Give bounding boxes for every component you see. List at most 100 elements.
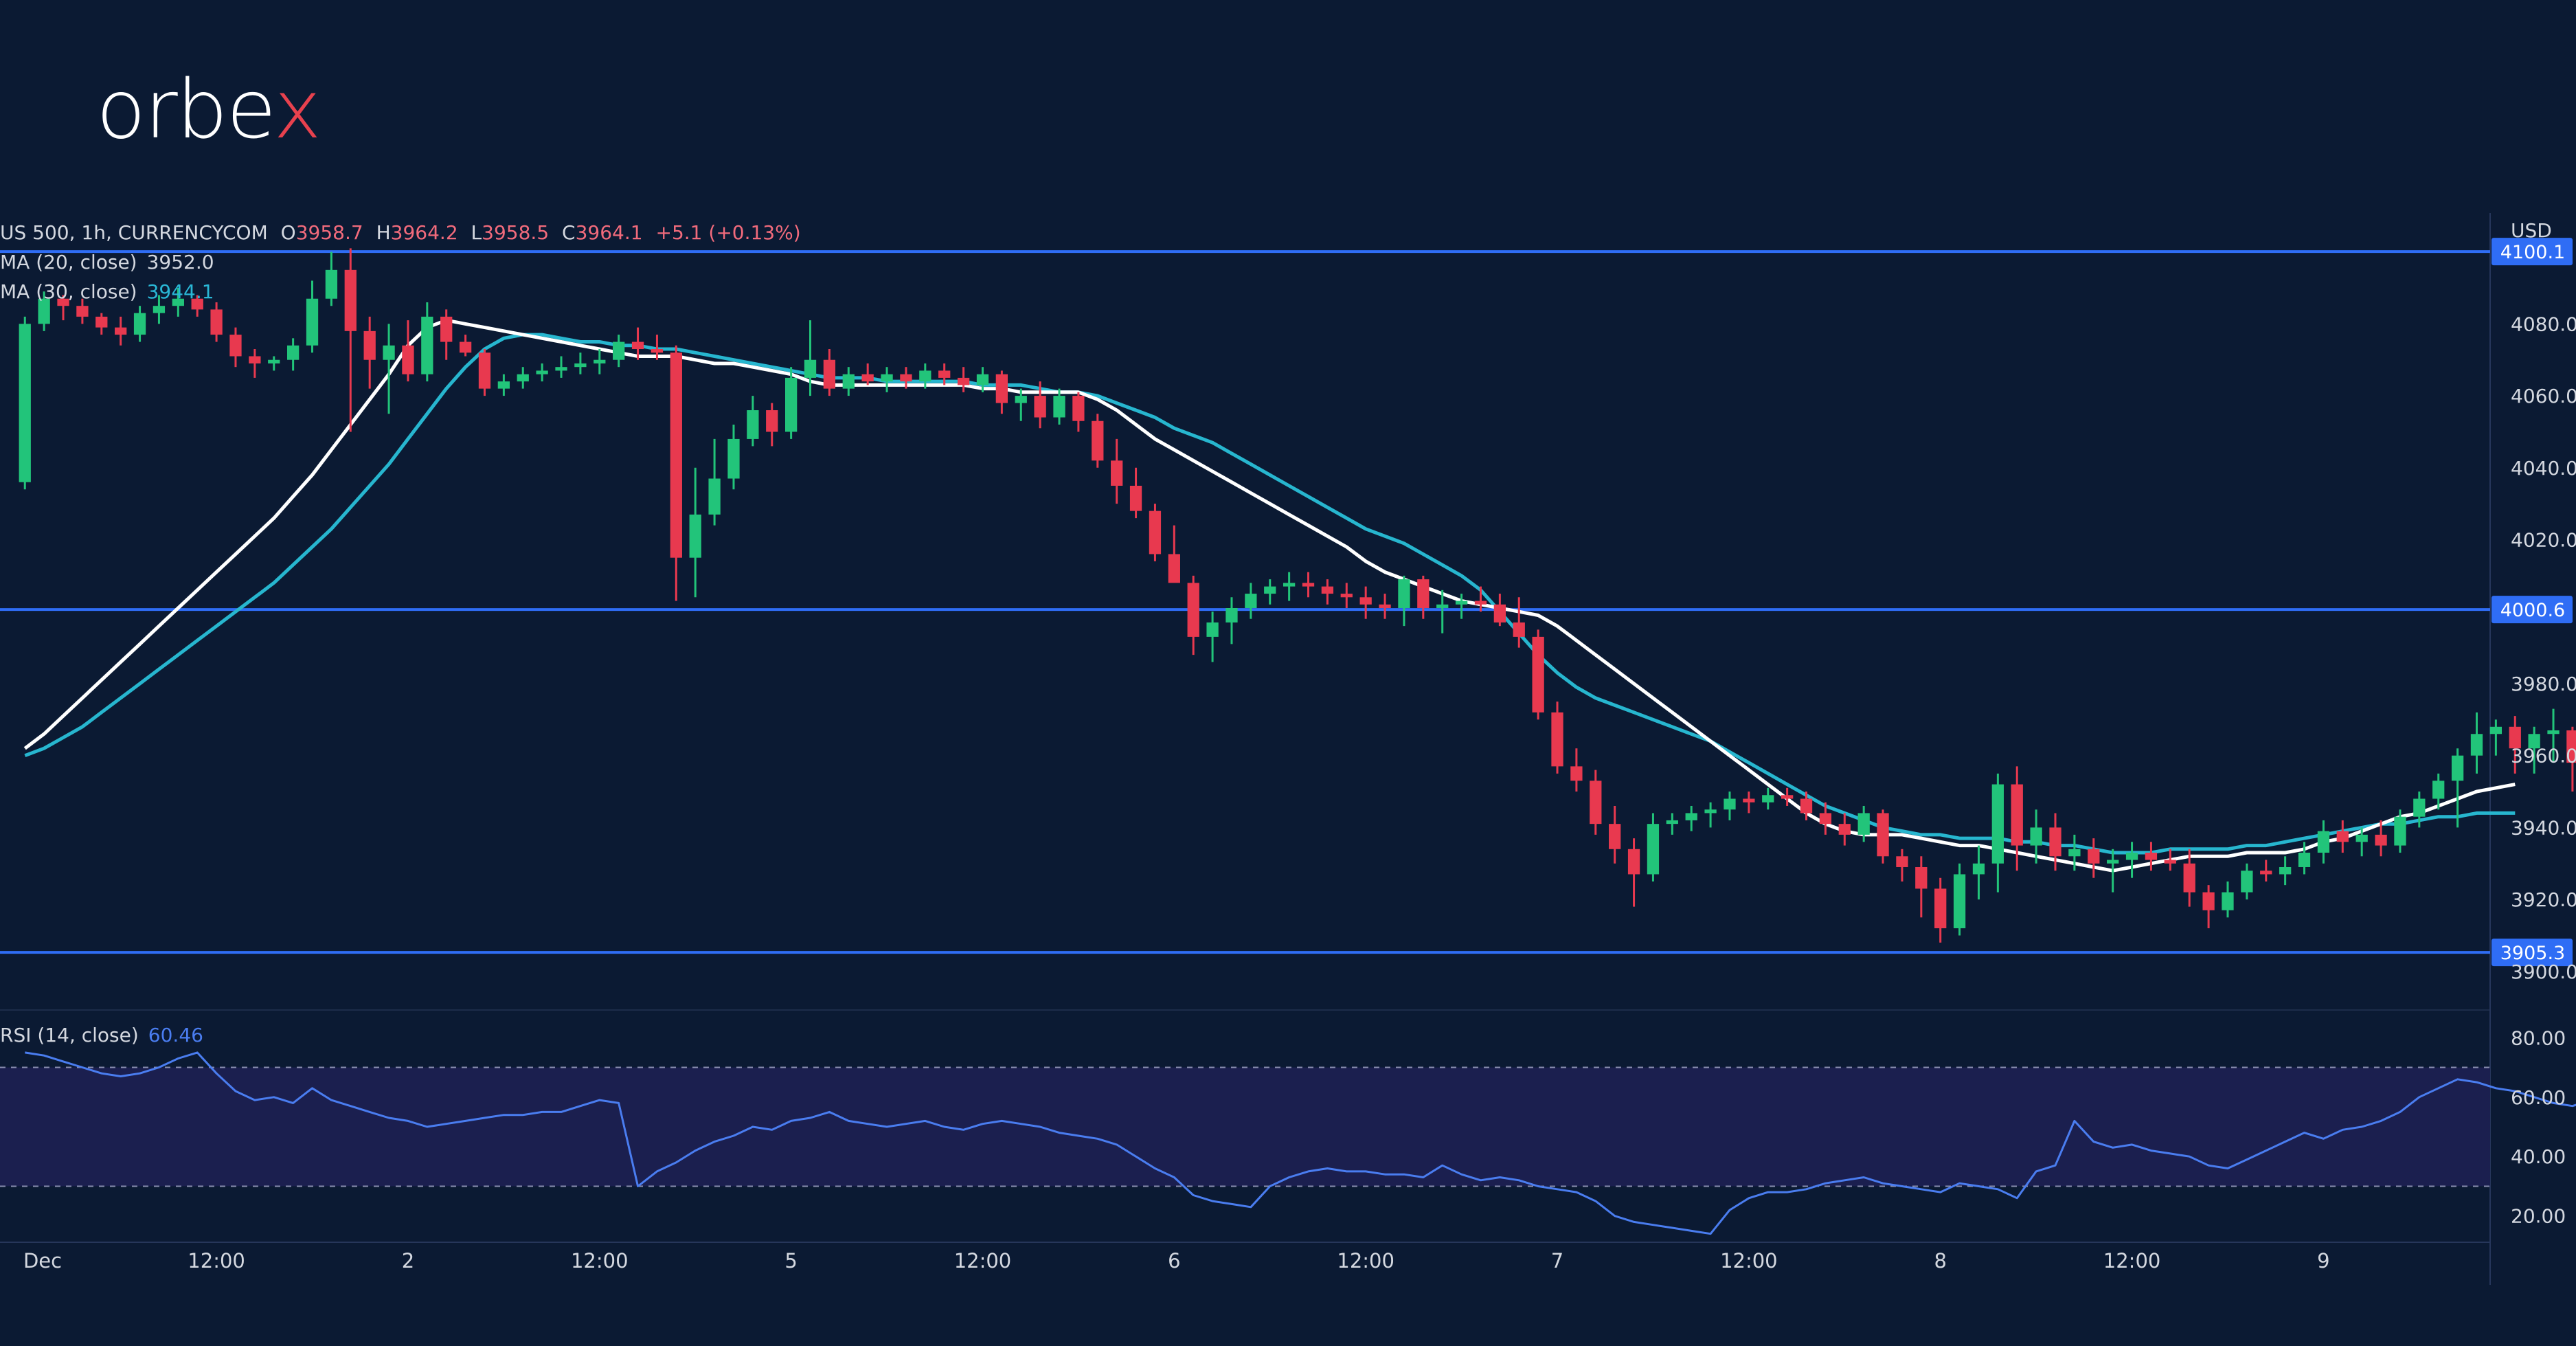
ma20-legend[interactable]: MA (20, close) 3952.0 xyxy=(0,251,214,273)
candle-body xyxy=(1092,420,1104,461)
candle-body xyxy=(2432,781,2445,799)
candle-body xyxy=(2375,834,2387,846)
candle-body xyxy=(670,352,682,558)
candle-body xyxy=(478,352,491,389)
candle-body xyxy=(2145,853,2158,860)
candle-body xyxy=(861,374,874,382)
rsi-legend[interactable]: RSI (14, close) 60.46 xyxy=(0,1024,203,1046)
candle xyxy=(1034,381,1046,429)
candle xyxy=(957,367,970,392)
open-value: 3958.7 xyxy=(295,221,363,244)
candle xyxy=(1245,583,1257,619)
candle-body xyxy=(1129,485,1142,511)
ma30-legend[interactable]: MA (30, close) 3944.1 xyxy=(0,280,214,303)
candle-body xyxy=(210,309,223,335)
candle xyxy=(1398,575,1410,627)
rsi-band xyxy=(0,1067,2490,1187)
candle xyxy=(1991,773,2004,893)
candle xyxy=(689,467,701,598)
candle-body xyxy=(2107,860,2119,864)
candle xyxy=(747,396,759,447)
candle-body xyxy=(2260,871,2272,875)
candle xyxy=(1015,388,1027,421)
level-tag xyxy=(2492,596,2573,624)
candle xyxy=(842,367,855,396)
candle xyxy=(1838,813,1851,846)
candle xyxy=(900,367,912,389)
candle xyxy=(1972,845,1985,900)
candle xyxy=(2355,827,2368,857)
candle-body xyxy=(191,298,203,310)
candle-body xyxy=(804,359,817,378)
candle xyxy=(613,335,625,368)
candle xyxy=(1532,629,1544,720)
candle xyxy=(459,335,472,357)
time-tick-label: 2 xyxy=(402,1249,414,1272)
rsi-line xyxy=(25,1051,2576,1235)
candle-body xyxy=(133,313,146,335)
candle xyxy=(2375,820,2387,857)
candle-body xyxy=(2068,849,2081,857)
candle xyxy=(574,352,587,374)
candle xyxy=(2451,748,2464,828)
rsi-tick-label: 60.00 xyxy=(2511,1086,2566,1109)
candle-body xyxy=(1972,863,1985,875)
candle xyxy=(2394,809,2406,853)
candle-body xyxy=(1149,511,1162,554)
candle-body xyxy=(38,298,50,324)
change-value: +5.1 (+0.13%) xyxy=(655,221,801,244)
candle-body xyxy=(1896,856,1908,867)
candle xyxy=(210,302,223,342)
candle xyxy=(1647,813,1660,882)
candle xyxy=(286,338,300,371)
candle-body xyxy=(2298,853,2311,867)
candle xyxy=(1781,787,1794,806)
candle xyxy=(1896,849,1908,882)
candle-body xyxy=(1034,396,1046,418)
candle-body xyxy=(2413,798,2426,817)
candle xyxy=(2566,726,2576,792)
candle xyxy=(344,248,357,432)
candle xyxy=(823,349,836,396)
candle-body xyxy=(747,410,759,439)
orbex-logo: orbex xyxy=(96,62,321,157)
ma30-line xyxy=(24,333,2516,855)
candle xyxy=(1570,748,1583,792)
candle xyxy=(1072,392,1085,432)
ma20-line xyxy=(23,318,2516,873)
candle-body xyxy=(1359,597,1372,605)
candle-body xyxy=(517,374,529,382)
candle-body xyxy=(1704,809,1717,814)
candle-body xyxy=(1762,795,1774,803)
axis-layer: 4100.1 4000.6 3905.3 USD 4080.0 4060.0 4040.0 4… xyxy=(23,219,2576,1272)
candle-body xyxy=(651,349,664,353)
candle xyxy=(95,313,108,335)
candle xyxy=(2030,809,2042,864)
candle xyxy=(2088,838,2100,878)
time-tick-label: 5 xyxy=(784,1249,797,1272)
time-tick-label: 12:00 xyxy=(954,1249,1012,1272)
candle xyxy=(995,370,1008,414)
time-tick-label: 9 xyxy=(2317,1249,2329,1272)
price-tick-label: 3920.0 xyxy=(2511,888,2576,911)
candle xyxy=(2509,716,2521,774)
candle xyxy=(1627,838,1640,907)
candle xyxy=(1857,805,1870,842)
candle xyxy=(1724,792,1736,820)
candle xyxy=(1206,612,1219,662)
candle xyxy=(976,367,989,392)
candle xyxy=(861,363,874,385)
candle xyxy=(2470,712,2483,774)
candle-body xyxy=(2011,784,2023,846)
candle-body xyxy=(555,367,567,371)
candle xyxy=(1666,813,1678,835)
price-tick-label: 4020.0 xyxy=(2511,529,2576,552)
candle-body xyxy=(2202,892,2215,910)
rsi-layer xyxy=(0,1051,2576,1235)
candle-body xyxy=(383,345,395,360)
close-value: 3964.1 xyxy=(575,221,643,244)
candle xyxy=(1609,805,1621,864)
candle xyxy=(2011,766,2023,871)
candle xyxy=(1743,792,1755,814)
currency-label: USD xyxy=(2511,219,2552,242)
